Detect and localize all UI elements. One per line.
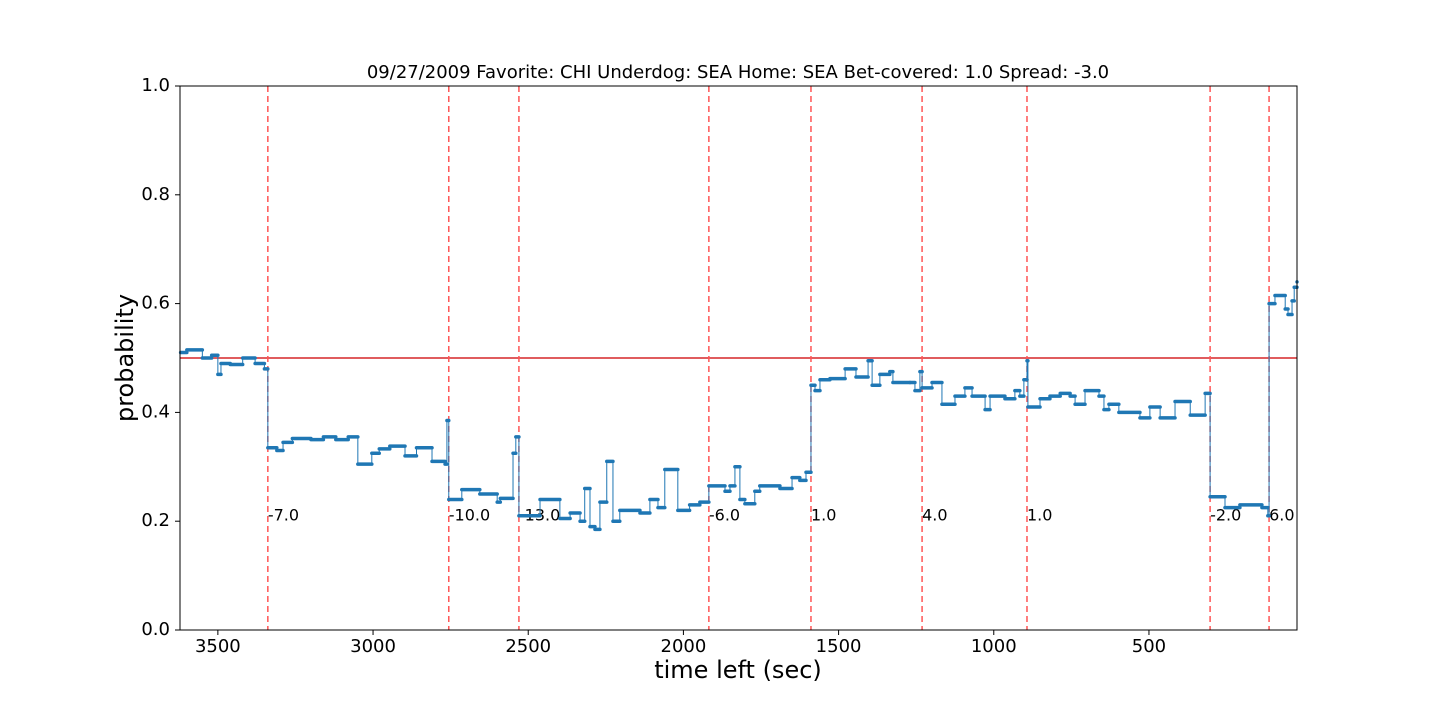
x-tick-label: 1000: [971, 636, 1017, 657]
score-change-label: -7.0: [268, 505, 299, 524]
score-change-label: 1.0: [1027, 505, 1052, 524]
chart-title: 09/27/2009 Favorite: CHI Underdog: SEA H…: [367, 62, 1109, 83]
y-tick-label: 0.2: [141, 510, 170, 531]
y-tick-label: 0.6: [141, 293, 170, 314]
x-axis-label: time left (sec): [654, 656, 822, 684]
y-tick-label: 0.4: [141, 401, 170, 422]
y-tick-label: 0.0: [141, 619, 170, 640]
score-change-label: -2.0: [1210, 505, 1241, 524]
x-tick-label: 1500: [816, 636, 862, 657]
score-change-label: 4.0: [922, 505, 947, 524]
y-tick-label: 0.8: [141, 184, 170, 205]
probability-line: [180, 281, 1298, 530]
x-tick-label: 2000: [661, 636, 707, 657]
x-tick-label: 3500: [195, 636, 241, 657]
y-axis-label: probability: [111, 294, 139, 422]
x-tick-label: 3000: [350, 636, 396, 657]
score-change-label: -10.0: [449, 505, 490, 524]
score-change-label: 6.0: [1269, 505, 1294, 524]
x-tick-label: 500: [1132, 636, 1166, 657]
x-tick-label: 2500: [505, 636, 551, 657]
plot-frame: [179, 85, 1298, 631]
score-change-label: 1.0: [811, 505, 836, 524]
score-change-label: -6.0: [709, 505, 740, 524]
y-tick-label: 1.0: [141, 75, 170, 96]
